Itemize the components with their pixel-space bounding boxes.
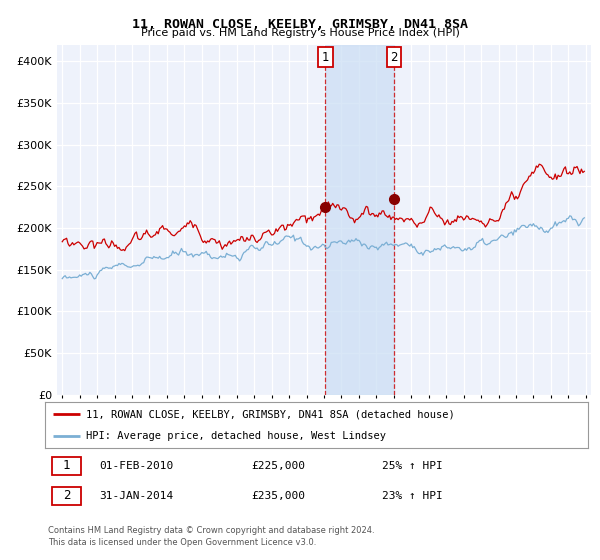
Text: 2: 2 — [390, 51, 398, 64]
Text: £235,000: £235,000 — [251, 491, 305, 501]
Bar — [52, 456, 82, 475]
Text: 2: 2 — [62, 489, 70, 502]
Text: £225,000: £225,000 — [251, 461, 305, 471]
Text: 11, ROWAN CLOSE, KEELBY, GRIMSBY, DN41 8SA: 11, ROWAN CLOSE, KEELBY, GRIMSBY, DN41 8… — [132, 18, 468, 31]
Text: 1: 1 — [322, 51, 329, 64]
Bar — [52, 487, 82, 505]
Text: Price paid vs. HM Land Registry's House Price Index (HPI): Price paid vs. HM Land Registry's House … — [140, 28, 460, 38]
Text: 1: 1 — [62, 459, 70, 472]
Text: 01-FEB-2010: 01-FEB-2010 — [100, 461, 173, 471]
Text: 25% ↑ HPI: 25% ↑ HPI — [382, 461, 442, 471]
Text: This data is licensed under the Open Government Licence v3.0.: This data is licensed under the Open Gov… — [48, 538, 316, 547]
Text: 23% ↑ HPI: 23% ↑ HPI — [382, 491, 442, 501]
Text: HPI: Average price, detached house, West Lindsey: HPI: Average price, detached house, West… — [86, 431, 386, 441]
Text: Contains HM Land Registry data © Crown copyright and database right 2024.: Contains HM Land Registry data © Crown c… — [48, 526, 374, 535]
Text: 11, ROWAN CLOSE, KEELBY, GRIMSBY, DN41 8SA (detached house): 11, ROWAN CLOSE, KEELBY, GRIMSBY, DN41 8… — [86, 409, 454, 419]
Text: 31-JAN-2014: 31-JAN-2014 — [100, 491, 173, 501]
Bar — [325, 45, 394, 395]
